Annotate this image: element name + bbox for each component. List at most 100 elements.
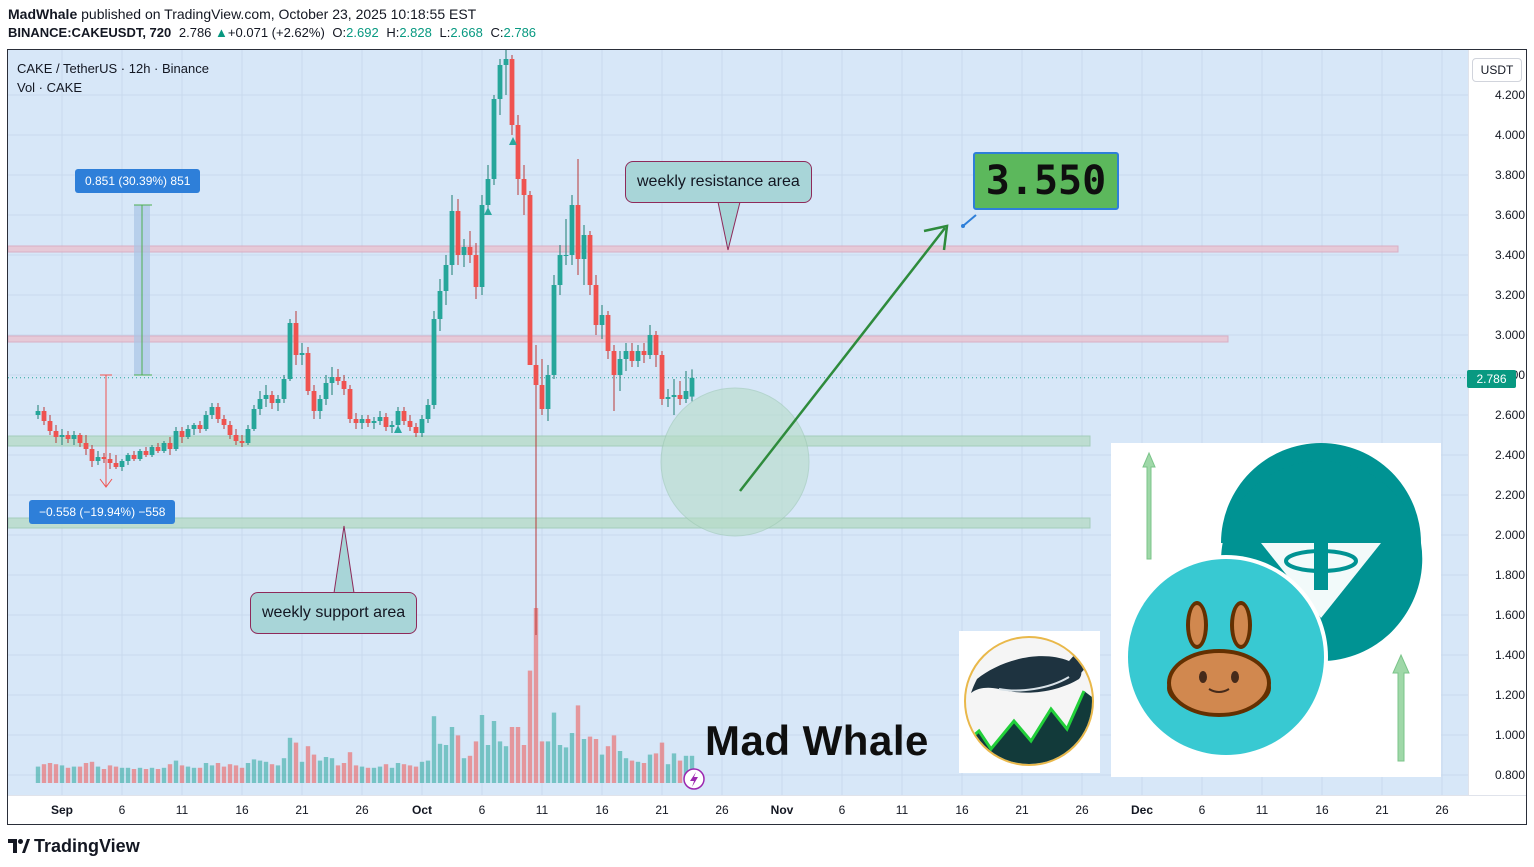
volume-bar	[593, 739, 599, 783]
volume-bar	[635, 761, 641, 783]
candle-body	[587, 235, 593, 285]
candle-body	[263, 395, 269, 399]
candle-body	[521, 179, 527, 195]
volume-bar	[89, 761, 95, 783]
candle-body	[305, 353, 311, 391]
candle-body	[473, 255, 479, 287]
candle-body	[599, 315, 605, 325]
price-axis-label: 3.800	[1494, 168, 1525, 182]
time-axis-label: 26	[355, 803, 369, 817]
candle-body	[359, 419, 365, 423]
volume-bar	[581, 739, 587, 783]
time-axis-label: 21	[1375, 803, 1389, 817]
currency-button[interactable]: USDT	[1472, 58, 1522, 82]
volume-bar	[407, 765, 413, 783]
measure-down-label[interactable]: −0.558 (−19.94%) −558	[29, 500, 176, 524]
candle-body	[401, 411, 407, 421]
candle-body	[239, 441, 245, 443]
candle-body	[41, 411, 47, 421]
support-callout[interactable]: weekly support area	[250, 592, 418, 634]
price-axis-label: 1.400	[1494, 648, 1525, 662]
candle-body	[641, 351, 647, 355]
volume-bar	[299, 761, 305, 783]
candle-body	[65, 435, 71, 439]
volume-bar	[173, 760, 179, 783]
candle-body	[47, 421, 53, 431]
candle-body	[281, 379, 287, 399]
volume-bar	[599, 754, 605, 783]
time-axis[interactable]: Sep 6 11 16 21 26 Oct 6 11 16 21 26 Nov 6 11 16 21 26 Dec 6…	[8, 795, 1526, 824]
volume-bar	[161, 767, 167, 783]
volume-bar	[623, 758, 629, 783]
candle-body	[299, 353, 305, 355]
volume-bar	[503, 746, 509, 783]
low-value: 2.668	[450, 25, 483, 40]
candle-body	[179, 431, 185, 437]
candle-body	[551, 285, 557, 375]
volume-bar	[605, 746, 611, 783]
candle-body	[659, 355, 665, 399]
volume-bar	[203, 763, 209, 783]
author-name: MadWhale	[8, 6, 78, 22]
price-axis[interactable]: 4.2004.0003.8003.6003.4003.2003.0002.800…	[1468, 50, 1526, 795]
symbol-name: BINANCE:CAKEUSDT, 720	[8, 25, 172, 40]
candle-body	[629, 351, 635, 361]
measure-down-arrow	[99, 478, 113, 488]
volume-bar	[461, 758, 467, 783]
volume-bar	[539, 741, 545, 783]
volume-bar	[671, 753, 677, 783]
volume-bar	[209, 765, 215, 783]
volume-bar	[143, 769, 149, 783]
candle-body	[419, 419, 425, 433]
volume-bar	[527, 670, 533, 783]
candle-body	[377, 417, 383, 421]
candle-body	[437, 291, 443, 319]
time-axis-label: 21	[295, 803, 309, 817]
volume-bar	[377, 766, 383, 783]
volume-bar	[365, 767, 371, 783]
time-axis-label: 21	[1015, 803, 1029, 817]
volume-bar	[323, 757, 329, 783]
candle-body	[365, 419, 371, 423]
candle-body	[35, 411, 41, 415]
candle-body	[101, 457, 107, 459]
volume-bar	[443, 745, 449, 783]
volume-bar	[281, 758, 287, 783]
target-price-box[interactable]: 3.550	[973, 152, 1119, 210]
time-axis-label: 26	[1435, 803, 1449, 817]
plot-area[interactable]: CAKE / TetherUS · 12h · Binance Vol · CA…	[8, 50, 1468, 795]
candle-body	[449, 211, 455, 265]
resistance-callout[interactable]: weekly resistance area	[625, 161, 812, 203]
target-pointer-dot	[961, 224, 965, 228]
volume-bar	[41, 764, 47, 783]
candle-body	[245, 429, 251, 443]
candle-body	[461, 247, 467, 255]
candle-body	[77, 435, 83, 443]
volume-bar	[77, 766, 83, 783]
candle-body	[95, 457, 101, 461]
candle-body	[545, 375, 551, 409]
candle-body	[371, 421, 377, 423]
volume-bar	[83, 763, 89, 783]
price-axis-label: 3.200	[1494, 288, 1525, 302]
candle-body	[287, 323, 293, 379]
volume-bar	[653, 753, 659, 783]
candle-body	[497, 65, 503, 99]
price-change: +0.071 (+2.62%)	[227, 25, 325, 40]
candle-body	[149, 447, 155, 455]
volume-bar	[275, 765, 281, 783]
time-axis-label: 11	[895, 803, 909, 817]
footer-brand: TradingView	[34, 836, 140, 856]
volume-bar	[227, 764, 233, 783]
volume-bar	[611, 735, 617, 783]
time-axis-label: 6	[838, 803, 846, 817]
volume-bar	[641, 763, 647, 783]
measure-up-label[interactable]: 0.851 (30.39%) 851	[75, 169, 201, 193]
price-axis-label: 4.200	[1494, 88, 1525, 102]
tradingview-footer[interactable]: TradingView	[8, 836, 140, 857]
candle-body	[83, 443, 89, 449]
candle-body	[407, 421, 413, 427]
tradingview-logo-icon	[8, 839, 30, 853]
chart-frame[interactable]: CAKE / TetherUS · 12h · Binance Vol · CA…	[7, 49, 1527, 825]
publish-header: MadWhale published on TradingView.com, O…	[8, 6, 476, 22]
